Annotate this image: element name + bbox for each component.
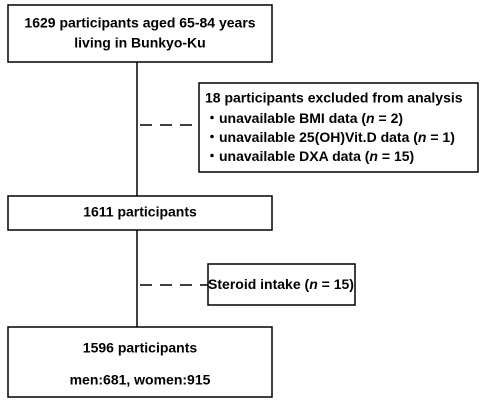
text-part: ・unavailable DXA data ( [205,148,370,164]
text-part: n [366,110,375,126]
text-part: ・unavailable 25(OH)Vit.D data ( [205,129,418,145]
excluded-item: ・unavailable BMI data (n = 2) [205,110,403,126]
text-part: Steroid intake ( [208,276,309,292]
box-text: Steroid intake (n = 15) [208,276,354,292]
box-text: 1629 participants aged 65-84 years [24,15,255,31]
text-part: n [369,148,378,164]
box-text: 1596 participants [83,340,198,356]
excluded-item: ・unavailable 25(OH)Vit.D data (n = 1) [205,129,455,145]
start-box [7,4,273,63]
box-text: men:681, women:915 [70,372,211,388]
text-part: = 15) [318,276,354,292]
steroid-box [207,263,356,306]
text-part: = 1) [426,129,454,145]
text-part: ・unavailable BMI data ( [205,110,366,126]
final-box [7,326,273,398]
excluded-box [198,82,479,173]
text-part: = 15) [378,148,414,164]
text-part: n [309,276,318,292]
excluded-title: 18 participants excluded from analysis [205,90,463,106]
middle-box [7,195,273,231]
text-part: n [418,129,427,145]
text-part: = 2) [375,110,403,126]
box-text: 1611 participants [83,204,197,220]
box-text: living in Bunkyo-Ku [74,35,205,51]
excluded-item: ・unavailable DXA data (n = 15) [205,148,414,164]
